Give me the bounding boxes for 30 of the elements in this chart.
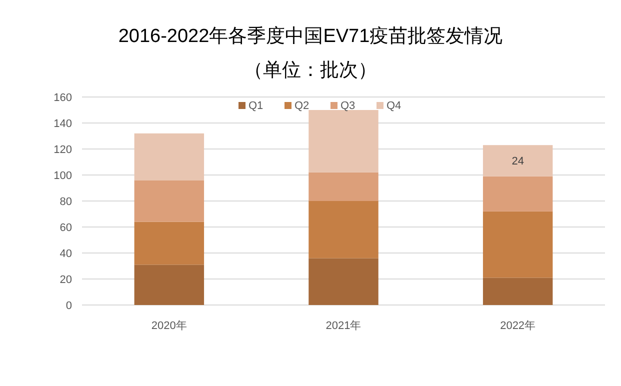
bar — [482, 278, 553, 305]
bar — [308, 201, 378, 258]
y-tick-label: 20 — [60, 274, 72, 286]
y-tick-label: 0 — [66, 300, 72, 312]
legend-label: Q3 — [340, 100, 356, 112]
x-tick-label: 2021年 — [326, 320, 362, 332]
x-tick-label: 2020年 — [151, 320, 187, 332]
data-label: 24 — [512, 156, 524, 168]
chart-subtitle: （单位：批次） — [244, 60, 377, 81]
y-tick-label: 80 — [60, 196, 72, 208]
bar — [482, 211, 553, 278]
y-tick-label: 140 — [54, 118, 72, 130]
chart-title: 2016-2022年各季度中国EV71疫苗批签发情况 — [118, 25, 503, 47]
bar — [482, 176, 553, 212]
legend-label: Q4 — [386, 100, 402, 112]
bar — [134, 133, 204, 180]
legend-label: Q1 — [248, 100, 264, 112]
legend-label: Q2 — [294, 100, 310, 112]
y-tick-label: 160 — [54, 92, 72, 104]
bar — [134, 264, 204, 305]
bar — [308, 172, 378, 201]
bar — [482, 145, 553, 176]
bar — [308, 258, 378, 305]
y-tick-label: 100 — [54, 170, 72, 182]
bar — [134, 222, 204, 265]
y-tick-label: 120 — [54, 144, 72, 156]
y-tick-label: 40 — [60, 248, 72, 260]
x-tick-label: 2022年 — [500, 320, 536, 332]
bar — [134, 180, 204, 222]
y-tick-label: 60 — [60, 222, 72, 234]
